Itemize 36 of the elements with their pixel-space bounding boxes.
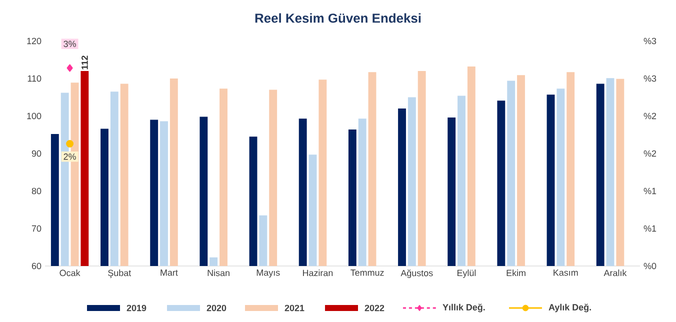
y-tick-label: 70 <box>32 225 42 232</box>
data-label: 2% <box>64 153 76 160</box>
x-tick-label: Mayıs <box>256 270 280 278</box>
x-tick-label: Temmuz <box>350 270 384 276</box>
x-tick-label: Eylül <box>457 270 476 278</box>
x-tick-label: Kasım <box>554 270 578 276</box>
legend-label: Aylık Değ. <box>548 304 591 312</box>
x-tick-label: Ocak <box>60 270 80 276</box>
y2-tick-label: %1 <box>644 188 656 194</box>
x-tick-label: Ağustos <box>400 270 433 278</box>
x-tick-label: Şubat <box>108 270 132 278</box>
y-tick-label: 120 <box>27 38 42 44</box>
data-label: 3% <box>64 40 76 48</box>
legend-label: Yıllık Değ. <box>442 304 485 312</box>
y-tick-label: 90 <box>32 150 42 157</box>
y2-tick-label: %1 <box>644 225 656 232</box>
y2-tick-label: %3 <box>644 38 656 44</box>
y-tick-label: 110 <box>28 75 42 82</box>
y2-tick-label: %2 <box>644 112 656 120</box>
x-tick-label: Haziran <box>303 270 333 276</box>
x-tick-label: Aralık <box>604 270 627 276</box>
y-tick-label: 80 <box>32 188 42 194</box>
chart-title: Reel Kesim Güven Endeksi <box>255 13 421 23</box>
y2-tick-label: %3 <box>644 75 656 82</box>
y2-tick-label: %2 <box>644 150 656 157</box>
data-label: 112 <box>82 56 88 70</box>
y2-tick-label: %0 <box>644 262 656 270</box>
legend-label: 2019 <box>126 304 146 312</box>
y-tick-label: 60 <box>32 262 42 270</box>
legend-label: 2021 <box>284 304 304 312</box>
x-tick-label: Ekim <box>506 270 526 276</box>
y-tick-label: 100 <box>27 112 42 120</box>
legend-label: 2022 <box>364 304 384 312</box>
x-tick-label: Nisan <box>208 270 230 276</box>
x-tick-label: Mart <box>160 270 178 276</box>
legend-label: 2020 <box>206 304 226 312</box>
